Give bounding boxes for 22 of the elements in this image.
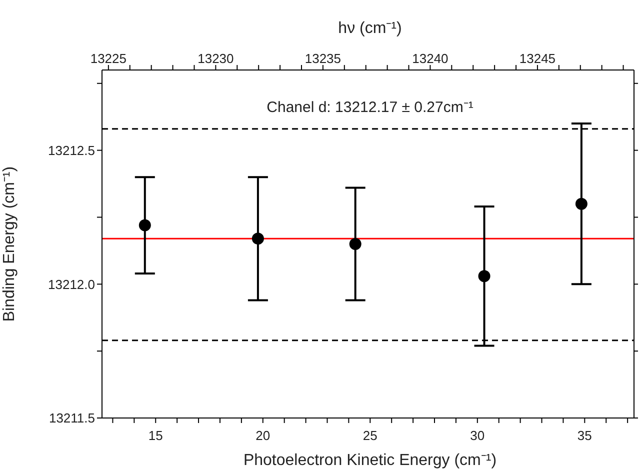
x-tick-label: 25: [362, 428, 378, 444]
point: [138, 219, 151, 232]
y-tick-label: 13212.5: [48, 142, 95, 158]
point: [349, 238, 362, 250]
x-tick-label: 35: [577, 428, 592, 444]
point: [478, 270, 490, 282]
y-tick-label: 13212.0: [48, 276, 95, 292]
x2-tick-label: 13230: [198, 51, 234, 66]
y-axis-title: Binding Energy (cm⁻¹): [1, 166, 18, 322]
x2-tick-label: 13245: [519, 51, 556, 66]
x-tick-label: 15: [148, 428, 163, 444]
annotation: Chanel d: 13212.17 ± 0.27cm⁻¹: [266, 98, 474, 116]
y-tick-label: 13211.5: [48, 410, 95, 426]
point: [252, 232, 264, 245]
x-axis-title: Photoelectron Kinetic Energy (cm⁻¹): [242, 451, 498, 470]
x2-axis-title: hν (cm⁻¹): [337, 19, 403, 38]
x-tick-label: 20: [256, 428, 270, 444]
x2-tick-label: 13225: [90, 51, 127, 66]
point: [575, 198, 588, 210]
x2-tick-label: 13240: [412, 51, 448, 66]
x-tick-label: 30: [470, 428, 485, 444]
x2-tick-label: 13235: [304, 51, 342, 66]
